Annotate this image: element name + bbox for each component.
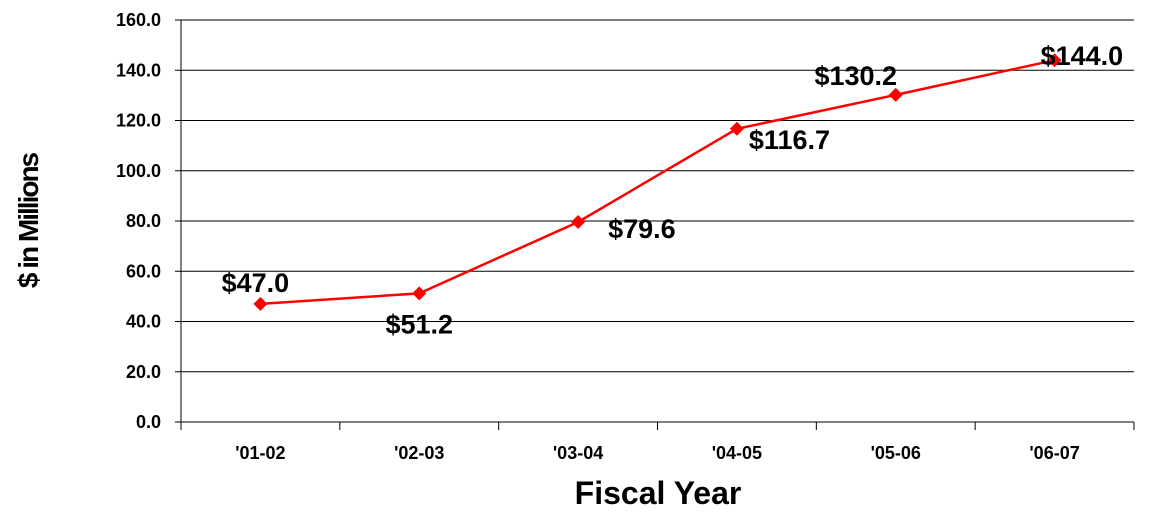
y-tick-labels: 0.0 20.0 40.0 60.0 80.0 100.0 120.0 140.0 160.0 [116, 10, 161, 432]
y-tick-label: 40.0 [126, 312, 161, 332]
axes [175, 19, 1135, 430]
series-line [260, 58, 1055, 306]
x-tick-label: '06-07 [1029, 443, 1079, 463]
data-point-marker [729, 121, 744, 136]
y-tick-label: 120.0 [116, 111, 161, 131]
data-label: $79.6 [608, 214, 676, 244]
y-tick-label: 20.0 [126, 362, 161, 382]
data-point-marker [888, 87, 903, 102]
x-axis-title: Fiscal Year [575, 475, 742, 511]
y-axis-title: $ in Millions [13, 152, 44, 288]
y-tick-label: 60.0 [126, 261, 161, 281]
x-tick-label: '02-03 [394, 443, 444, 463]
y-tick-label: 0.0 [136, 412, 161, 432]
y-tick-label: 80.0 [126, 211, 161, 231]
x-tick-label: '03-04 [553, 443, 603, 463]
series-line-group [253, 53, 1062, 311]
data-label: $47.0 [222, 268, 290, 298]
y-tick-label: 160.0 [116, 10, 161, 30]
data-label: $130.2 [814, 61, 897, 91]
data-point-marker [253, 296, 268, 311]
gridlines [181, 19, 1134, 373]
data-label: $51.2 [385, 309, 453, 339]
x-tick-label: '05-06 [871, 443, 921, 463]
x-tick-label: '04-05 [712, 443, 762, 463]
data-labels: $47.0 $51.2 $79.6 $116.7 $130.2 $144.0 [222, 41, 1124, 339]
y-tick-label: 140.0 [116, 60, 161, 80]
x-tick-label: '01-02 [235, 443, 285, 463]
x-tick-labels: '01-02 '02-03 '03-04 '04-05 '05-06 '06-07 [235, 443, 1079, 463]
data-point-marker [571, 215, 586, 230]
data-label: $116.7 [749, 125, 830, 155]
data-point-marker [412, 286, 427, 301]
y-tick-label: 100.0 [116, 161, 161, 181]
data-point-marker [1047, 53, 1062, 68]
data-label: $144.0 [1041, 41, 1124, 71]
